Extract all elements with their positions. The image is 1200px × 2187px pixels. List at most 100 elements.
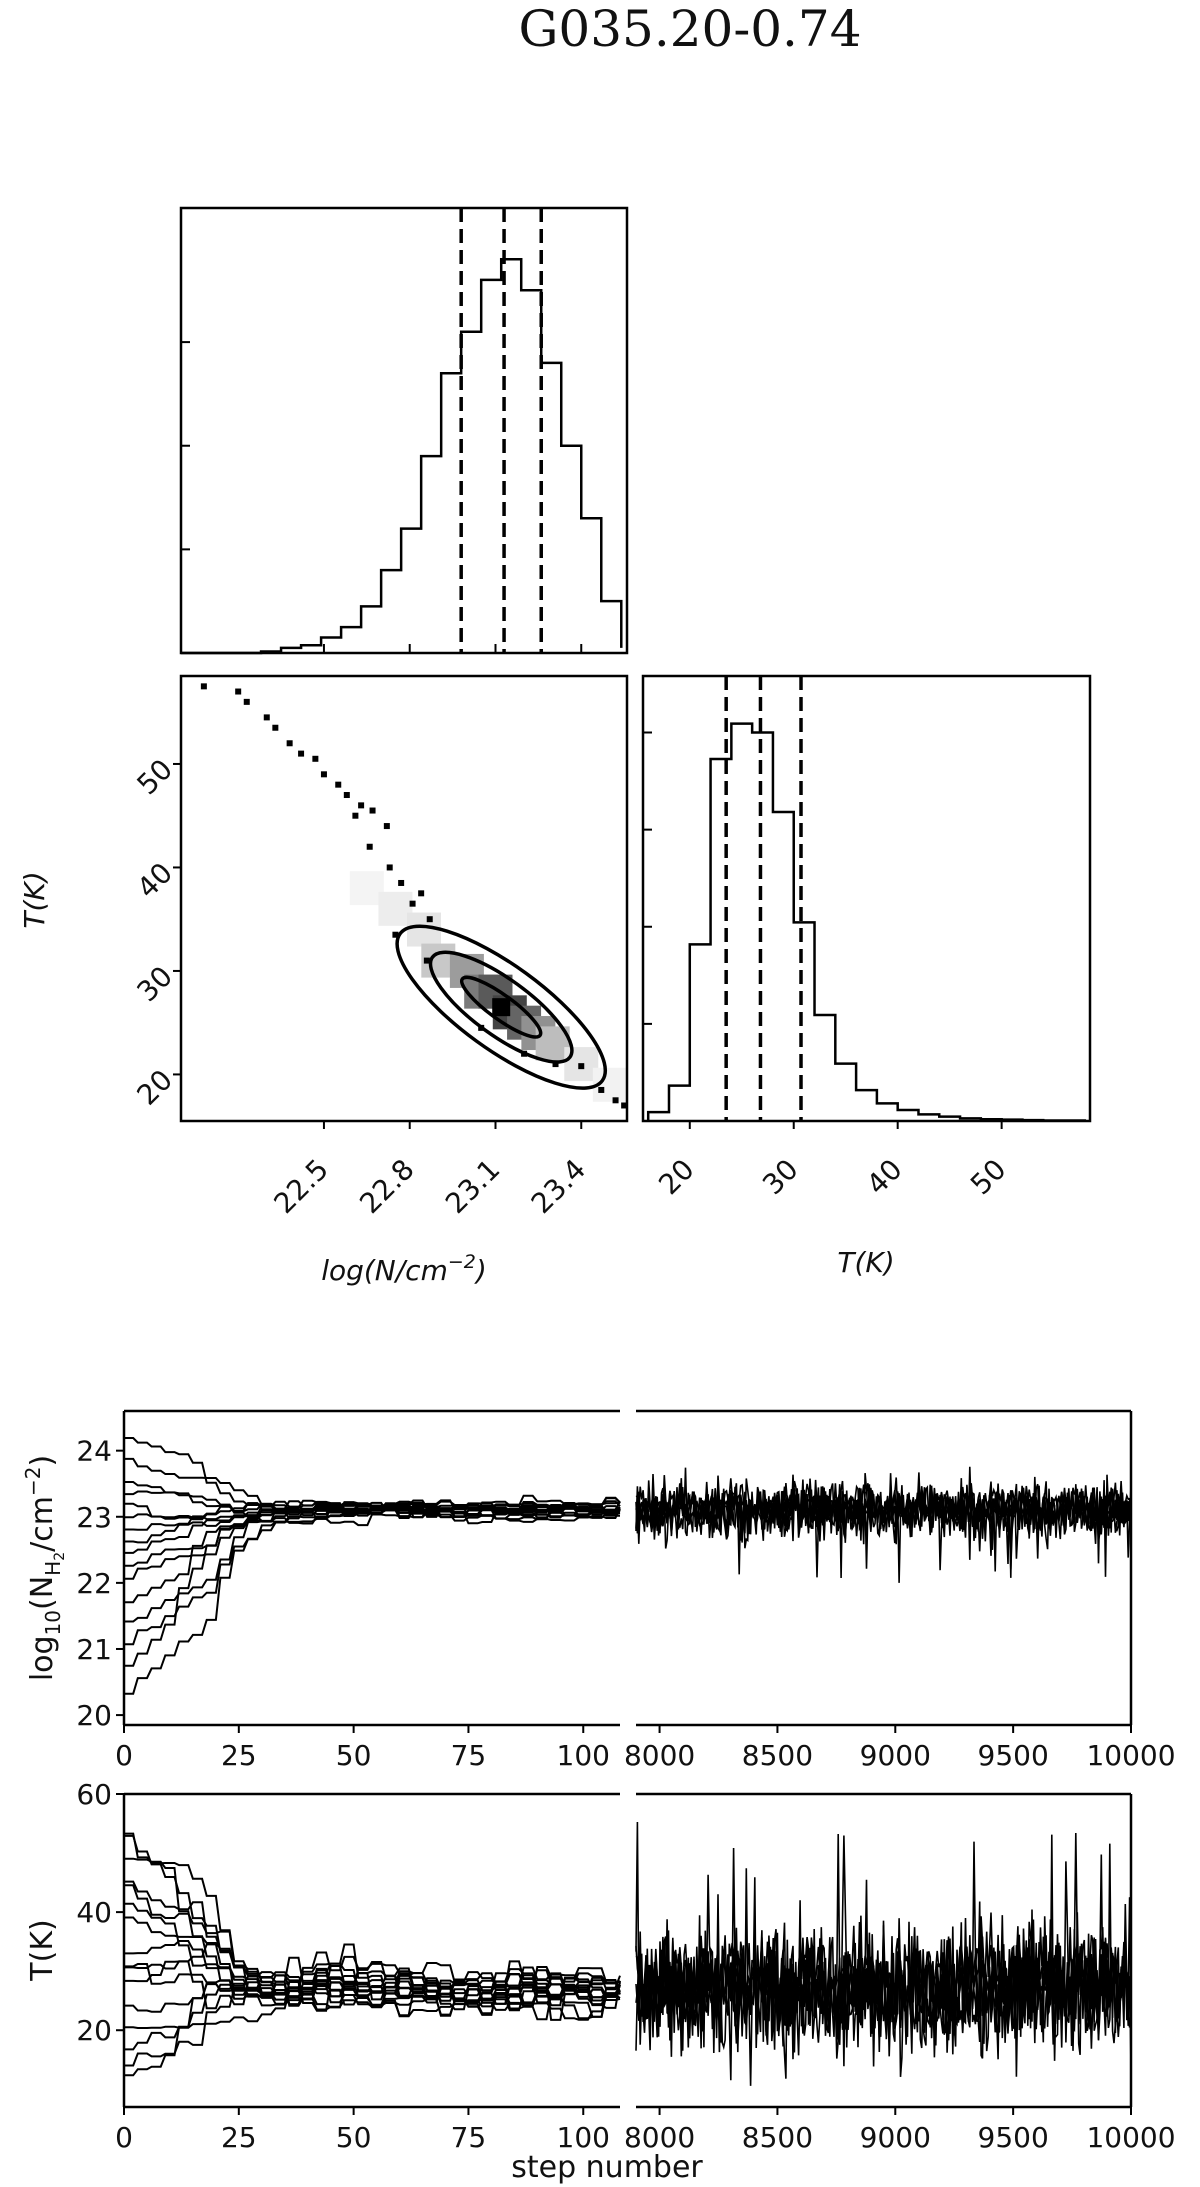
scatter-point-13 bbox=[369, 807, 376, 814]
scatter-point-18 bbox=[418, 890, 425, 897]
ylabel-2d: T(K) bbox=[18, 871, 51, 928]
xtick-label-left-3: 75 bbox=[451, 2121, 487, 2154]
walker-trace-left-6 bbox=[124, 1500, 621, 1531]
frame-2d bbox=[179, 674, 629, 1123]
walker-trace-left-14 bbox=[124, 1499, 621, 1667]
scatter-point-10 bbox=[343, 792, 350, 799]
scatter-point-9 bbox=[335, 781, 342, 788]
contour-outer bbox=[395, 924, 608, 1090]
panel-marginal-logN bbox=[179, 206, 629, 655]
panel-trace-logN: 0 25 50 75 100 8000 8500 9000 9500 10000 20 21 22 23 2… bbox=[21, 1409, 1176, 1772]
xtick-label-2d-1: 22.8 bbox=[353, 1153, 420, 1220]
xtick-label-2d-0: 22.5 bbox=[267, 1153, 334, 1220]
ytick-label-trace-logN-3: 23 bbox=[76, 1501, 112, 1534]
xtick-label-right-3: 9500 bbox=[978, 1739, 1049, 1772]
ytick-label-trace-T-2: 60 bbox=[76, 1778, 112, 1811]
scatter-point-12 bbox=[352, 812, 359, 819]
scatter-point-1 bbox=[235, 688, 242, 695]
density-cell-1 bbox=[378, 891, 413, 926]
xtick-label-T-3: 50 bbox=[964, 1153, 1013, 1202]
xlabel-step-number: step number bbox=[511, 2150, 703, 2185]
walker-trace-left-10 bbox=[124, 1960, 621, 2010]
xlabel-2d: log(N/cm−2) bbox=[321, 1251, 487, 1287]
xtick-label-left-0: 0 bbox=[115, 2121, 133, 2154]
contour-inner bbox=[459, 975, 543, 1039]
scatter-point-22 bbox=[423, 957, 430, 964]
xtick-label-left-2: 50 bbox=[336, 2121, 372, 2154]
ylabel-trace-logN-close: ) bbox=[25, 1455, 60, 1467]
ytick-label-2d-2: 40 bbox=[130, 856, 179, 905]
panel-2d-logN-T: 22.5 22.8 23.1 23.4 20 30 40 50 log(N/cm−2) T(K) bbox=[18, 674, 629, 1287]
xlabel-2d-exponent: −2 bbox=[448, 1251, 476, 1273]
walker-trace-left-13 bbox=[124, 1496, 621, 1646]
ytick-label-trace-T-0: 20 bbox=[76, 2014, 112, 2047]
scatter-point-27 bbox=[598, 1086, 605, 1093]
xtick-label-right-2: 9000 bbox=[860, 2121, 931, 2154]
scatter-point-20 bbox=[426, 916, 433, 923]
scatter-point-7 bbox=[312, 755, 319, 762]
walker-trace-left-8 bbox=[124, 1962, 621, 2007]
scatter-point-26 bbox=[578, 1063, 585, 1070]
walker-trace-left-10 bbox=[124, 1504, 621, 1580]
walker-trace-left-15 bbox=[124, 1951, 621, 2077]
walker-trace-right-5 bbox=[635, 1835, 1132, 2081]
frame-marginal-logN bbox=[179, 206, 629, 655]
ylabel-trace-logN-sub10: 10 bbox=[41, 1610, 65, 1635]
ytick-label-trace-logN-2: 22 bbox=[76, 1567, 112, 1600]
xtick-label-left-3: 75 bbox=[451, 1739, 487, 1772]
xtick-label-right-2: 9000 bbox=[860, 1739, 931, 1772]
xtick-label-right-4: 10000 bbox=[1086, 1739, 1175, 1772]
ytick-label-2d-0: 20 bbox=[130, 1063, 179, 1112]
scatter-point-0 bbox=[200, 683, 207, 690]
ytick-label-trace-logN-0: 20 bbox=[76, 1699, 112, 1732]
walker-trace-left-5 bbox=[124, 1902, 621, 2021]
chart-layer: 22.5 22.8 23.1 23.420304050log(N/cm−2)T(K)2… bbox=[18, 206, 1176, 2185]
ylabel-trace-T: T(K) bbox=[25, 1919, 60, 1981]
ylabel-trace-logN-H: H bbox=[41, 1561, 65, 1576]
ylabel-trace-logN-exp: −2 bbox=[21, 1467, 45, 1496]
xtick-label-right-3: 9500 bbox=[978, 2121, 1049, 2154]
scatter-point-2 bbox=[243, 698, 250, 705]
scatter-point-21 bbox=[392, 931, 399, 938]
walker-trace-left-13 bbox=[124, 1966, 621, 2051]
xtick-label-T-1: 30 bbox=[756, 1153, 805, 1202]
histogram-steps-T bbox=[646, 722, 1087, 1122]
walker-trace-left-12 bbox=[124, 1960, 621, 2029]
xtick-label-T-2: 40 bbox=[860, 1153, 909, 1202]
xtick-label-2d-2: 23.1 bbox=[439, 1153, 506, 1220]
contour-middle bbox=[428, 950, 574, 1064]
scatter-point-19 bbox=[409, 900, 416, 907]
scatter-point-25 bbox=[552, 1061, 559, 1068]
xtick-label-right-0: 8000 bbox=[624, 2121, 695, 2154]
ylabel-trace-logN-unit: /cm bbox=[25, 1496, 60, 1552]
scatter-point-5 bbox=[286, 740, 293, 747]
xlabel-2d-close: ) bbox=[474, 1254, 487, 1287]
scatter-point-17 bbox=[398, 879, 405, 886]
scatter-point-28 bbox=[612, 1097, 619, 1104]
xtick-label-right-1: 8500 bbox=[742, 1739, 813, 1772]
scatter-point-6 bbox=[298, 750, 305, 757]
density-cell-0 bbox=[349, 871, 384, 906]
ylabel-trace-logN-open: (N bbox=[25, 1576, 60, 1610]
scatter-point-11 bbox=[358, 802, 365, 809]
xtick-label-2d-3: 23.4 bbox=[525, 1153, 592, 1220]
panel-marginal-T: 20 30 40 50 T(K) bbox=[641, 674, 1092, 1279]
walker-trace-left-15 bbox=[124, 1501, 621, 1695]
ylabel-trace-logN-2: 2 bbox=[52, 1552, 68, 1561]
ytick-label-trace-logN-4: 24 bbox=[76, 1435, 112, 1468]
xtick-label-left-2: 50 bbox=[336, 1739, 372, 1772]
ylabel-trace-logN: log10(NH2/cm−2) bbox=[21, 1455, 68, 1681]
frame-marginal-T bbox=[641, 674, 1092, 1123]
xlabel-T: T(K) bbox=[837, 1246, 894, 1279]
scatter-point-3 bbox=[263, 714, 270, 721]
ytick-label-trace-T-1: 40 bbox=[76, 1896, 112, 1929]
scatter-point-16 bbox=[386, 864, 393, 871]
scatter-point-8 bbox=[320, 771, 327, 778]
xtick-label-left-0: 0 bbox=[115, 1739, 133, 1772]
xtick-label-left-1: 25 bbox=[221, 2121, 257, 2154]
walker-trace-right-4 bbox=[635, 1821, 1132, 2079]
figure-title: G035.20-0.74 bbox=[518, 0, 861, 58]
panel-trace-T: 0 25 50 75 100 8000 8500 9000 9500 10000 20 40 60 T(K… bbox=[25, 1778, 1176, 2185]
walker-trace-right-5 bbox=[635, 1474, 1132, 1579]
